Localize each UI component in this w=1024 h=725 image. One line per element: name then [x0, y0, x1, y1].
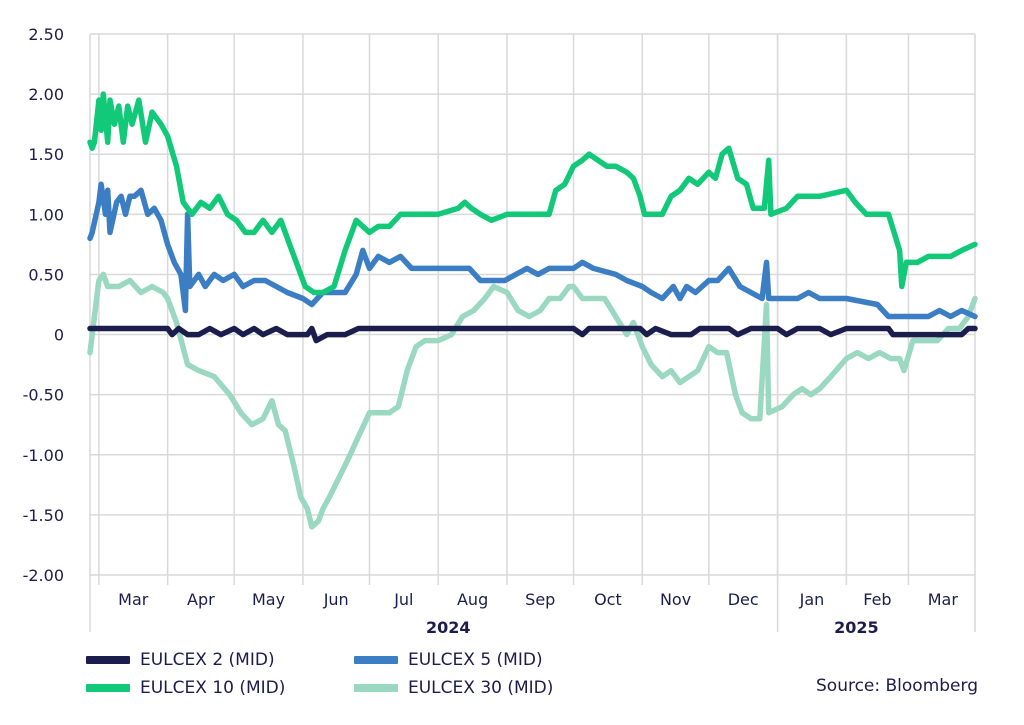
legend-item-eulcex-5: EULCEX 5 (MID) — [354, 650, 543, 670]
x-tick-label: Dec — [728, 590, 759, 609]
y-tick-label: 0.50 — [28, 265, 64, 284]
legend-swatch — [86, 684, 130, 692]
x-tick-label: Feb — [863, 590, 891, 609]
series-line-eulcex-5-mid — [87, 181, 978, 320]
x-tick-label: Jun — [323, 590, 349, 609]
x-tick-label: Mar — [928, 590, 959, 609]
legend-label: EULCEX 30 (MID) — [408, 678, 554, 698]
legend-label: EULCEX 5 (MID) — [408, 650, 543, 670]
x-tick-label: Jan — [799, 590, 825, 609]
y-tick-label: -2.00 — [23, 566, 64, 585]
y-tick-label: -1.00 — [23, 446, 64, 465]
y-tick-label: 2.00 — [28, 85, 64, 104]
legend-label: EULCEX 10 (MID) — [140, 678, 286, 698]
series-line-eulcex-30-mid — [87, 271, 978, 530]
x-tick-label: Oct — [594, 590, 622, 609]
series-lines — [87, 91, 978, 530]
x-tick-label: Nov — [660, 590, 691, 609]
x-tick-label: Mar — [118, 590, 149, 609]
series-line-eulcex-10-mid — [87, 91, 978, 296]
y-tick-label: 1.00 — [28, 205, 64, 224]
x-tick-label: Apr — [187, 590, 215, 609]
legend-swatch — [354, 656, 398, 664]
source-note: Source: Bloomberg — [816, 676, 978, 696]
year-label: 2024 — [426, 618, 471, 637]
y-tick-label: 1.50 — [28, 145, 64, 164]
legend-item-eulcex-30: EULCEX 30 (MID) — [354, 678, 553, 698]
legend-swatch — [86, 656, 130, 664]
series-line-eulcex-2-mid — [87, 325, 978, 344]
y-tick-label: 0 — [54, 326, 64, 345]
y-tick-label: 2.50 — [28, 25, 64, 44]
x-tick-label: May — [252, 590, 285, 609]
x-tick-label: Sep — [525, 590, 555, 609]
legend-item-eulcex-10: EULCEX 10 (MID) — [86, 678, 285, 698]
legend-swatch — [354, 684, 398, 692]
y-tick-label: -1.50 — [23, 506, 64, 525]
legend-item-eulcex-2: EULCEX 2 (MID) — [86, 650, 275, 670]
grid-lines — [89, 33, 976, 632]
x-axis-ticks: Mar Apr May Jun Jul Aug Sep Oct Nov Dec Jan Feb Mar 2… — [118, 590, 958, 637]
y-axis-ticks: 2.50 2.00 1.50 1.00 0.50 0 -0.50 -1.00 -1.50 -2.0… — [23, 25, 64, 585]
x-tick-label: Jul — [393, 590, 413, 609]
x-tick-label: Aug — [457, 590, 488, 609]
y-tick-label: -0.50 — [23, 386, 64, 405]
year-label: 2025 — [834, 618, 879, 637]
legend-label: EULCEX 2 (MID) — [140, 650, 275, 670]
